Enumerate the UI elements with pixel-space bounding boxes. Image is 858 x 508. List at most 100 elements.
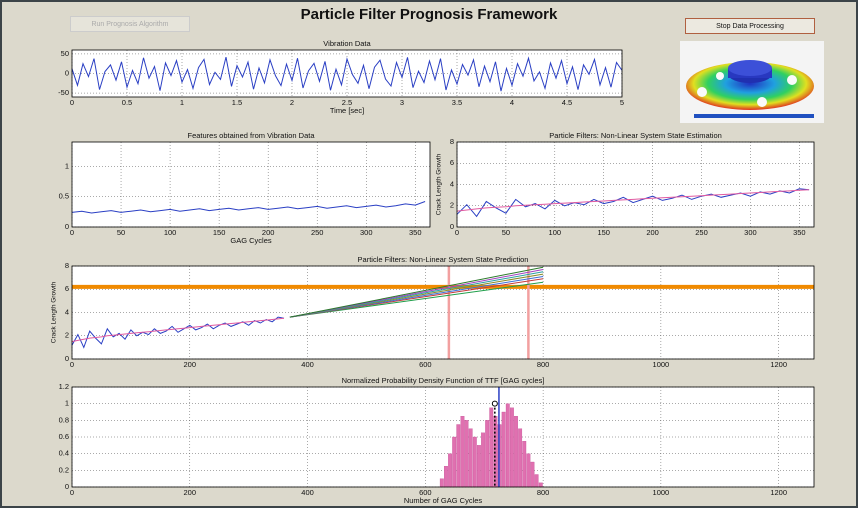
plot-area: [72, 142, 430, 227]
charts: Particle Filter Prognosis Framework 0 0.5…: [2, 2, 856, 506]
y-tick-label: 50: [61, 49, 69, 58]
hist-bar: [523, 441, 527, 487]
hist-bar: [440, 479, 444, 487]
x-tick-label: 250: [311, 228, 324, 237]
model-image: [680, 41, 824, 123]
x-tick-label: 1000: [653, 488, 670, 497]
hist-bar: [481, 433, 485, 487]
x-tick-label: 0: [70, 228, 74, 237]
hist-bar: [469, 429, 473, 487]
hist-bar: [514, 416, 518, 487]
hist-bar: [465, 420, 469, 487]
x-tick-label: 50: [502, 228, 510, 237]
y-tick-label: 0: [65, 222, 69, 231]
y-tick-label: 2: [65, 331, 69, 340]
hist-bar: [502, 412, 506, 487]
x-tick-label: 0.5: [122, 98, 132, 107]
chart-title: Particle Filters: Non-Linear System Stat…: [358, 255, 529, 264]
hist-bar: [539, 483, 543, 487]
x-tick-label: 0: [70, 488, 74, 497]
x-tick-label: 150: [213, 228, 226, 237]
y-tick-label: 0: [450, 222, 454, 231]
hist-bar: [531, 462, 535, 487]
hist-bar: [506, 404, 510, 487]
x-tick-label: 300: [360, 228, 373, 237]
hist-bar: [448, 454, 452, 487]
x-axis-label: Number of GAG Cycles: [404, 496, 483, 505]
x-tick-label: 200: [184, 360, 197, 369]
x-tick-label: 100: [549, 228, 562, 237]
y-tick-label: 6: [65, 284, 69, 293]
x-tick-label: 1200: [770, 360, 787, 369]
x-tick-label: 400: [301, 488, 314, 497]
y-tick-label: 0.2: [59, 465, 69, 474]
y-tick-label: 0: [65, 354, 69, 363]
y-tick-label: 6: [450, 158, 454, 167]
hist-bar: [457, 425, 461, 488]
y-tick-label: 0.8: [59, 415, 69, 424]
y-tick-label: 0.5: [59, 192, 69, 201]
x-tick-label: 400: [301, 360, 314, 369]
x-tick-label: 1: [180, 98, 184, 107]
y-tick-label: 0: [65, 68, 69, 77]
x-tick-label: 600: [419, 360, 432, 369]
y-tick-label: 2: [450, 201, 454, 210]
y-tick-label: 0.6: [59, 432, 69, 441]
chart-title: Vibration Data: [323, 39, 371, 48]
x-tick-label: 3: [400, 98, 404, 107]
x-tick-label: 1.5: [232, 98, 242, 107]
x-tick-label: 3.5: [452, 98, 462, 107]
x-tick-label: 1000: [653, 360, 670, 369]
x-tick-label: 4: [510, 98, 514, 107]
x-tick-label: 5: [620, 98, 624, 107]
y-axis-label: Crack Length Growth: [436, 153, 443, 215]
y-tick-label: 4: [450, 179, 454, 188]
x-tick-label: 2: [290, 98, 294, 107]
app-window: Run Prognosis Algorithm Stop Data Proces…: [0, 0, 858, 508]
y-tick-label: 8: [450, 137, 454, 146]
x-tick-label: 200: [646, 228, 659, 237]
hist-bar: [485, 420, 489, 487]
x-tick-label: 50: [117, 228, 125, 237]
y-tick-label: -50: [58, 88, 69, 97]
hist-bar: [452, 437, 456, 487]
x-tick-label: 100: [164, 228, 177, 237]
x-tick-label: 200: [184, 488, 197, 497]
y-tick-label: 1.2: [59, 382, 69, 391]
x-tick-label: 250: [695, 228, 708, 237]
hist-bar: [518, 429, 522, 487]
y-tick-label: 1: [65, 399, 69, 408]
y-tick-label: 1: [65, 161, 69, 170]
chart-title: Features obtained from Vibration Data: [187, 131, 315, 140]
x-tick-label: 150: [597, 228, 610, 237]
marker-point: [492, 401, 497, 406]
hist-bar: [535, 475, 539, 488]
x-axis-label: Time [sec]: [330, 106, 364, 115]
x-tick-label: 300: [744, 228, 757, 237]
x-tick-label: 0: [455, 228, 459, 237]
y-tick-label: 8: [65, 261, 69, 270]
x-tick-label: 350: [409, 228, 422, 237]
x-tick-label: 0: [70, 360, 74, 369]
y-axis-label: Crack Length Growth: [51, 281, 58, 343]
app-title: Particle Filter Prognosis Framework: [301, 6, 558, 23]
hist-bar: [473, 437, 477, 487]
x-tick-label: 4.5: [562, 98, 572, 107]
x-tick-label: 350: [793, 228, 806, 237]
chart-title: Normalized Probability Density Function …: [342, 376, 545, 385]
hist-bar: [477, 445, 481, 487]
x-tick-label: 1200: [770, 488, 787, 497]
hist-bar: [510, 408, 514, 487]
y-tick-label: 4: [65, 307, 69, 316]
hist-bar: [490, 408, 494, 487]
chart-title: Particle Filters: Non-Linear System Stat…: [549, 131, 722, 140]
x-tick-label: 0: [70, 98, 74, 107]
hist-bar: [444, 466, 448, 487]
x-tick-label: 800: [537, 360, 550, 369]
x-tick-label: 800: [537, 488, 550, 497]
y-tick-label: 0: [65, 482, 69, 491]
hist-bar: [461, 416, 465, 487]
x-axis-label: GAG Cycles: [230, 236, 272, 245]
hist-bar: [527, 454, 531, 487]
y-tick-label: 0.4: [59, 449, 69, 458]
